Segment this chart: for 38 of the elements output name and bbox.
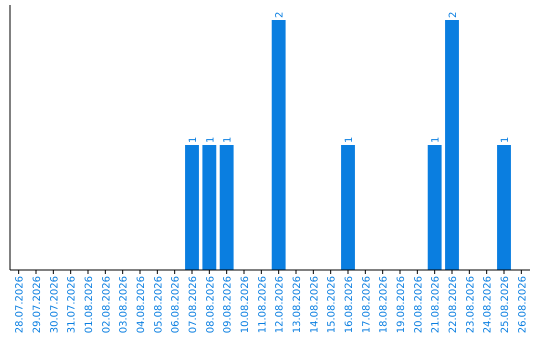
data-label: 1 [222, 136, 234, 143]
x-tick-label: 05.08.2026 [153, 276, 164, 334]
x-tick-label: 03.08.2026 [118, 276, 130, 334]
x-tick-label: 25.08.2026 [500, 276, 511, 334]
x-tick-label: 14.08.2026 [309, 276, 320, 334]
x-tick-label: 18.08.2026 [378, 276, 390, 334]
x-tick-label: 06.08.2026 [170, 276, 182, 334]
x-tick-label: 07.08.2026 [188, 276, 199, 334]
x-tick-label: 16.08.2026 [344, 276, 355, 334]
x-tick-label: 30.07.2026 [49, 276, 60, 334]
data-label: 1 [188, 136, 199, 143]
x-tick-label: 23.08.2026 [465, 276, 476, 334]
data-label: 2 [448, 12, 459, 18]
x-tick-label: 13.08.2026 [292, 276, 303, 334]
data-label: 1 [344, 136, 355, 143]
x-tick-label: 04.08.2026 [136, 276, 147, 334]
x-tick-label: 31.07.2026 [66, 276, 78, 334]
x-tick-label: 10.08.2026 [240, 276, 251, 334]
x-tick-label: 19.08.2026 [396, 276, 407, 334]
x-tick-label: 01.08.2026 [84, 276, 95, 334]
x-tick-label: 26.08.2026 [517, 276, 528, 334]
x-tick-label: 29.07.2026 [32, 276, 43, 334]
x-tick-label: 15.08.2026 [326, 276, 338, 334]
x-tick-label: 09.08.2026 [222, 276, 234, 334]
data-label: 1 [430, 136, 442, 143]
x-tick-label: 02.08.2026 [101, 276, 112, 334]
x-tick-label: 22.08.2026 [448, 276, 459, 334]
x-tick-label: 21.08.2026 [430, 276, 442, 334]
x-tick-label: 17.08.2026 [361, 276, 372, 334]
x-tick-label: 28.07.2026 [14, 276, 26, 334]
data-label: 2 [274, 12, 286, 18]
x-tick-label: 11.08.2026 [257, 276, 268, 334]
x-tick-label: 12.08.2026 [274, 276, 286, 334]
data-label: 1 [500, 136, 511, 143]
x-tick-label: 20.08.2026 [413, 276, 424, 334]
x-tick-label: 24.08.2026 [482, 276, 494, 334]
x-tick-label: 08.08.2026 [205, 276, 216, 334]
data-label: 1 [205, 136, 216, 143]
